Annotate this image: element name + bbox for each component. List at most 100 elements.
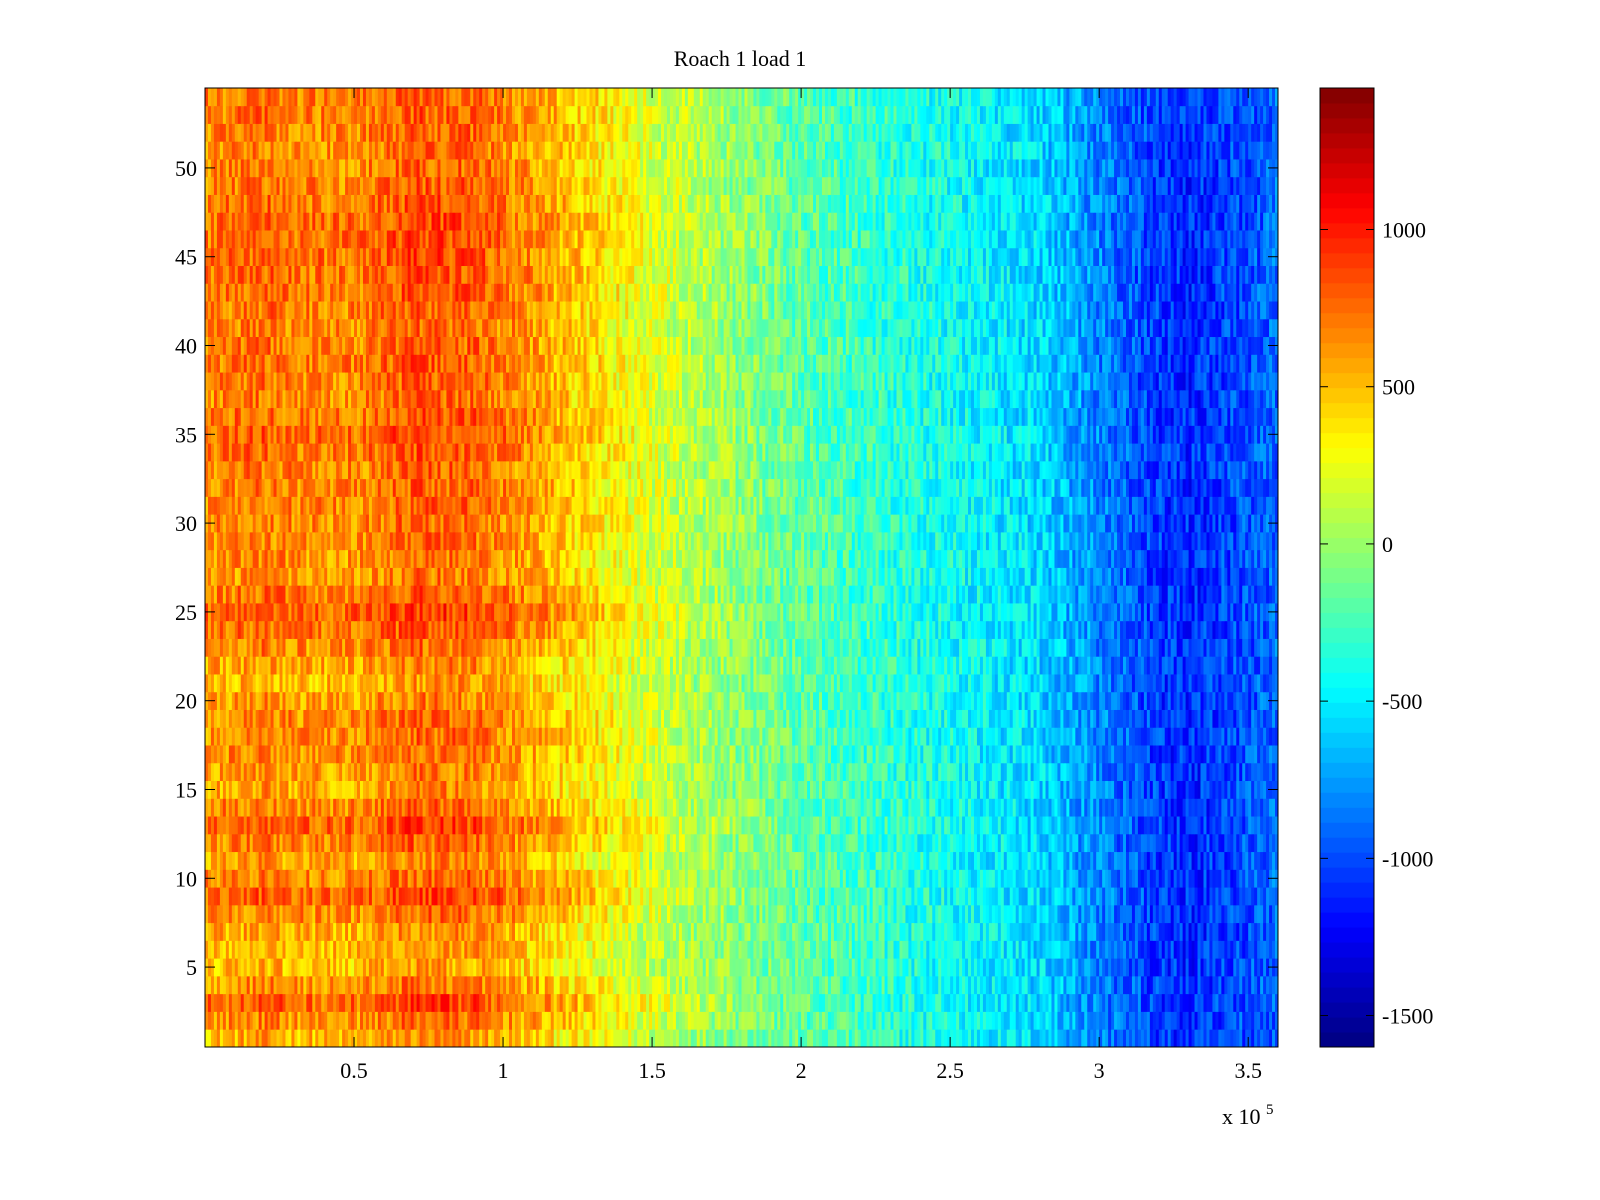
heatmap-cell [1143,958,1148,977]
heatmap-cell [574,993,578,1012]
heatmap-cell [672,975,677,995]
heatmap-cell [729,869,733,888]
heatmap-cell [756,975,760,995]
heatmap-cell [503,833,507,853]
heatmap-cell [464,851,468,870]
heatmap-cell [735,816,739,835]
heatmap-cell [1173,922,1178,941]
heatmap-cell [735,1011,739,1030]
heatmap-cell [225,869,230,888]
heatmap-cell [646,816,650,835]
heatmap-cell [309,958,313,977]
heatmap-cell [944,975,948,995]
heatmap-cell [622,904,626,924]
heatmap-cell [976,869,981,888]
heatmap-cell [959,887,963,906]
heatmap-cell [991,904,996,924]
heatmap-cell [1224,1011,1228,1030]
heatmap-cell [1137,887,1142,906]
heatmap-cell [365,1011,370,1030]
heatmap-cell [1120,922,1124,941]
heatmap-cell [959,816,963,835]
heatmap-cell [765,904,769,924]
heatmap-cell [863,887,868,906]
heatmap-cell [359,958,364,977]
heatmap-cell [1227,833,1231,853]
heatmap-cell [792,798,796,817]
heatmap-cell [702,887,707,906]
heatmap-cell [848,904,853,924]
heatmap-cell [1155,904,1160,924]
heatmap-cell [1096,816,1100,835]
heatmap-cell [672,958,677,977]
heatmap-cell [1000,922,1005,941]
heatmap-cell [553,869,558,888]
heatmap-cell [517,1029,522,1048]
heatmap-cell [1003,851,1008,870]
heatmap-cell [288,851,292,870]
heatmap-cell [714,975,719,995]
heatmap-cell [744,851,748,870]
heatmap-cell [1221,1029,1225,1048]
heatmap-cell [1009,922,1014,941]
heatmap-cell [1146,833,1151,853]
heatmap-cell [1117,816,1121,835]
heatmap-cell [1084,975,1088,995]
heatmap-cell [997,816,1002,835]
heatmap-cell [783,940,787,959]
heatmap-cell [205,1011,209,1030]
heatmap-cell [810,904,814,924]
heatmap-cell [947,1029,951,1048]
heatmap-cell [991,922,996,941]
heatmap-cell [333,833,337,853]
heatmap-cell [333,993,337,1012]
heatmap-cell [866,940,871,959]
heatmap-cell [687,922,692,941]
heatmap-cell [1102,1011,1106,1030]
heatmap-cell [824,993,829,1012]
heatmap-cell [1158,1011,1163,1030]
heatmap-cell [321,922,325,941]
heatmap-cell [291,851,295,870]
heatmap-cell [959,833,963,853]
heatmap-cell [1170,887,1175,906]
heatmap-cell [467,798,471,817]
heatmap-cell [523,816,528,835]
heatmap-cell [902,798,906,817]
heatmap-cell [234,869,239,888]
heatmap-cell [544,940,549,959]
heatmap-cell [514,922,519,941]
heatmap-cell [1272,904,1276,924]
heatmap-cell [324,975,328,995]
heatmap-cell [693,993,698,1012]
heatmap-cell [669,958,674,977]
heatmap-cell [625,958,629,977]
heatmap-cell [1164,940,1169,959]
heatmap-cell [1236,1029,1240,1048]
heatmap-cell [681,816,686,835]
heatmap-cell [875,975,880,995]
heatmap-cell [813,869,817,888]
heatmap-cell [696,922,701,941]
heatmap-cell [1137,958,1142,977]
heatmap-cell [908,1029,912,1048]
heatmap-cell [1248,1029,1252,1048]
heatmap-cell [1120,940,1124,959]
heatmap-cell [726,993,730,1012]
heatmap-cell [282,922,286,941]
heatmap-cell [368,1029,373,1048]
heatmap-cell [708,940,713,959]
heatmap-cell [303,1011,307,1030]
heatmap-cell [723,1029,727,1048]
heatmap-cell [655,816,659,835]
heatmap-cell [994,851,999,870]
heatmap-cell [404,904,409,924]
heatmap-cell [213,887,218,906]
heatmap-cell [935,1029,939,1048]
heatmap-cell [276,975,280,995]
heatmap-cell [574,1029,578,1048]
heatmap-cell [672,1029,677,1048]
heatmap-cell [392,922,397,941]
heatmap-cell [1057,922,1061,941]
heatmap-cell [950,869,954,888]
